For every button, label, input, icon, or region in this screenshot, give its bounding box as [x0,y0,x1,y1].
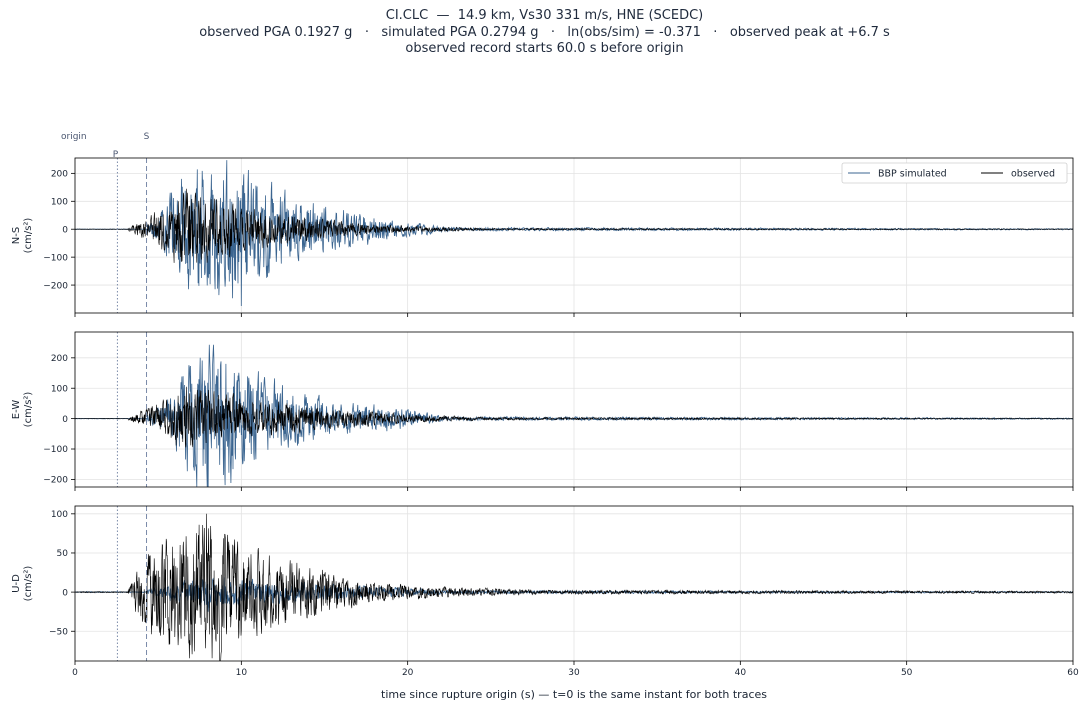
x-tick-label: 20 [402,668,414,678]
x-tick-label: 40 [735,668,747,678]
p-marker-label: P [113,150,119,160]
y-axis-unit: (cm/s²) [23,566,34,602]
y-axis-label: N-S [11,227,22,244]
panel-ew: −200 −100 0 100 200 E-W (cm/s²) [11,331,1074,491]
x-tick-label: 60 [1067,668,1079,678]
legend-box [841,162,1068,184]
title-line-record: observed record starts 60.0 s before ori… [405,41,684,56]
x-tick-label: 30 [568,668,580,678]
y-tick-label: −50 [49,627,68,637]
y-tick-label: 100 [51,384,68,394]
x-tick-label: 50 [901,668,913,678]
origin-marker-label: origin [61,132,87,142]
y-tick-label: −200 [43,281,68,291]
y-tick-label: −100 [43,445,68,455]
y-axis-unit: (cm/s²) [23,392,34,428]
panel-ud: −50 0 50 100 0 10 20 30 40 50 60 U-D (cm/s²) [11,505,1079,678]
x-tick-label: 10 [236,668,248,678]
y-tick-label: 100 [51,510,68,520]
y-tick-label: 0 [62,588,68,598]
y-tick-label: 50 [57,549,69,559]
y-axis-label: E-W [11,400,22,420]
legend: BBP simulated observed [841,162,1068,184]
title-line-pga: observed PGA 0.1927 g · simulated PGA 0.… [199,24,890,40]
x-axis-label: time since rupture origin (s) — t=0 is t… [381,688,767,701]
y-tick-label: −100 [43,253,68,263]
observed-trace [75,386,1073,448]
y-tick-label: 200 [51,354,68,364]
figure-title: CI.CLC — 14.9 km, Vs30 331 m/s, HNE (SCE… [0,8,1089,58]
y-tick-label: 0 [62,225,68,235]
simulated-trace [75,160,1073,307]
phase-marker-labels: origin P S [61,132,150,160]
observed-trace [75,188,1073,263]
y-tick-label: 0 [62,415,68,425]
y-tick-label: 200 [51,170,68,180]
legend-observed-label: observed [1011,169,1055,180]
y-axis-label: U-D [11,574,22,593]
title-line-station: CI.CLC — 14.9 km, Vs30 331 m/s, HNE (SCE… [385,8,704,23]
observed-trace [75,513,1073,661]
x-tick-label: 0 [72,668,78,678]
y-axis-unit: (cm/s²) [23,218,34,254]
y-tick-label: −200 [43,476,68,486]
y-tick-label: 100 [51,197,68,207]
s-marker-label: S [144,132,150,142]
panel-ns: −200 −100 0 100 200 N-S (cm/s²) BBP simulated ob… [11,157,1074,317]
legend-simulated-label: BBP simulated [878,169,947,180]
